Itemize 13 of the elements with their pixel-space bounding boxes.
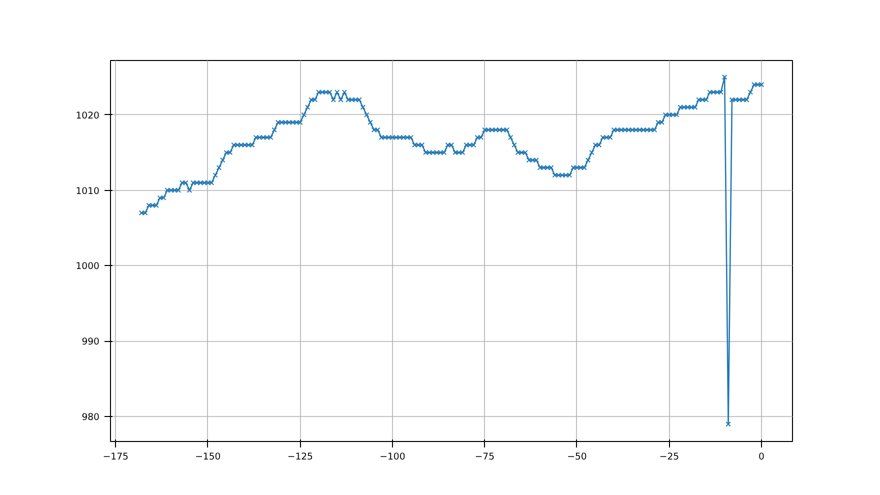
x-tick-label: −175 [102, 452, 129, 462]
x-tick-label: −25 [659, 452, 680, 462]
x-tick-label: −150 [195, 452, 221, 462]
y-tick-label: 1000 [76, 261, 100, 272]
x-tick-label: 0 [758, 452, 765, 462]
y-tick-label: 1010 [76, 186, 100, 197]
y-tick-label: 1020 [76, 110, 100, 122]
x-tick-label: −75 [474, 452, 495, 462]
y-tick-label: 980 [82, 412, 100, 424]
y-tick-label: 990 [82, 336, 100, 348]
x-tick-label: −125 [287, 452, 314, 462]
x-tick-label: −100 [380, 452, 406, 462]
x-tick-label: −50 [567, 452, 587, 462]
